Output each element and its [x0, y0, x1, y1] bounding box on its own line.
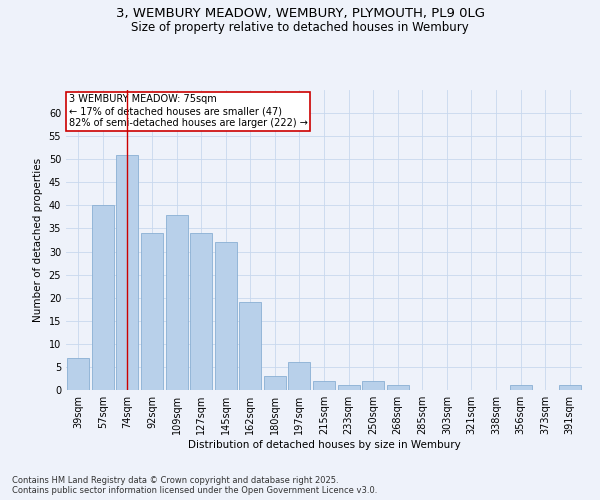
Bar	[338, 386, 359, 390]
Bar	[141, 233, 163, 390]
Bar	[289, 362, 310, 390]
Bar	[166, 214, 188, 390]
Text: 3, WEMBURY MEADOW, WEMBURY, PLYMOUTH, PL9 0LG: 3, WEMBURY MEADOW, WEMBURY, PLYMOUTH, PL…	[115, 8, 485, 20]
Bar	[313, 381, 335, 390]
Bar	[215, 242, 237, 390]
Bar	[264, 376, 286, 390]
Bar	[386, 386, 409, 390]
Bar	[509, 386, 532, 390]
Text: Size of property relative to detached houses in Wembury: Size of property relative to detached ho…	[131, 21, 469, 34]
Text: Contains HM Land Registry data © Crown copyright and database right 2025.
Contai: Contains HM Land Registry data © Crown c…	[12, 476, 377, 495]
Bar	[116, 154, 139, 390]
Y-axis label: Number of detached properties: Number of detached properties	[33, 158, 43, 322]
Bar	[362, 381, 384, 390]
Bar	[239, 302, 262, 390]
Bar	[190, 233, 212, 390]
X-axis label: Distribution of detached houses by size in Wembury: Distribution of detached houses by size …	[188, 440, 460, 450]
Bar	[559, 386, 581, 390]
Text: 3 WEMBURY MEADOW: 75sqm
← 17% of detached houses are smaller (47)
82% of semi-de: 3 WEMBURY MEADOW: 75sqm ← 17% of detache…	[68, 94, 307, 128]
Bar	[92, 206, 114, 390]
Bar	[67, 358, 89, 390]
